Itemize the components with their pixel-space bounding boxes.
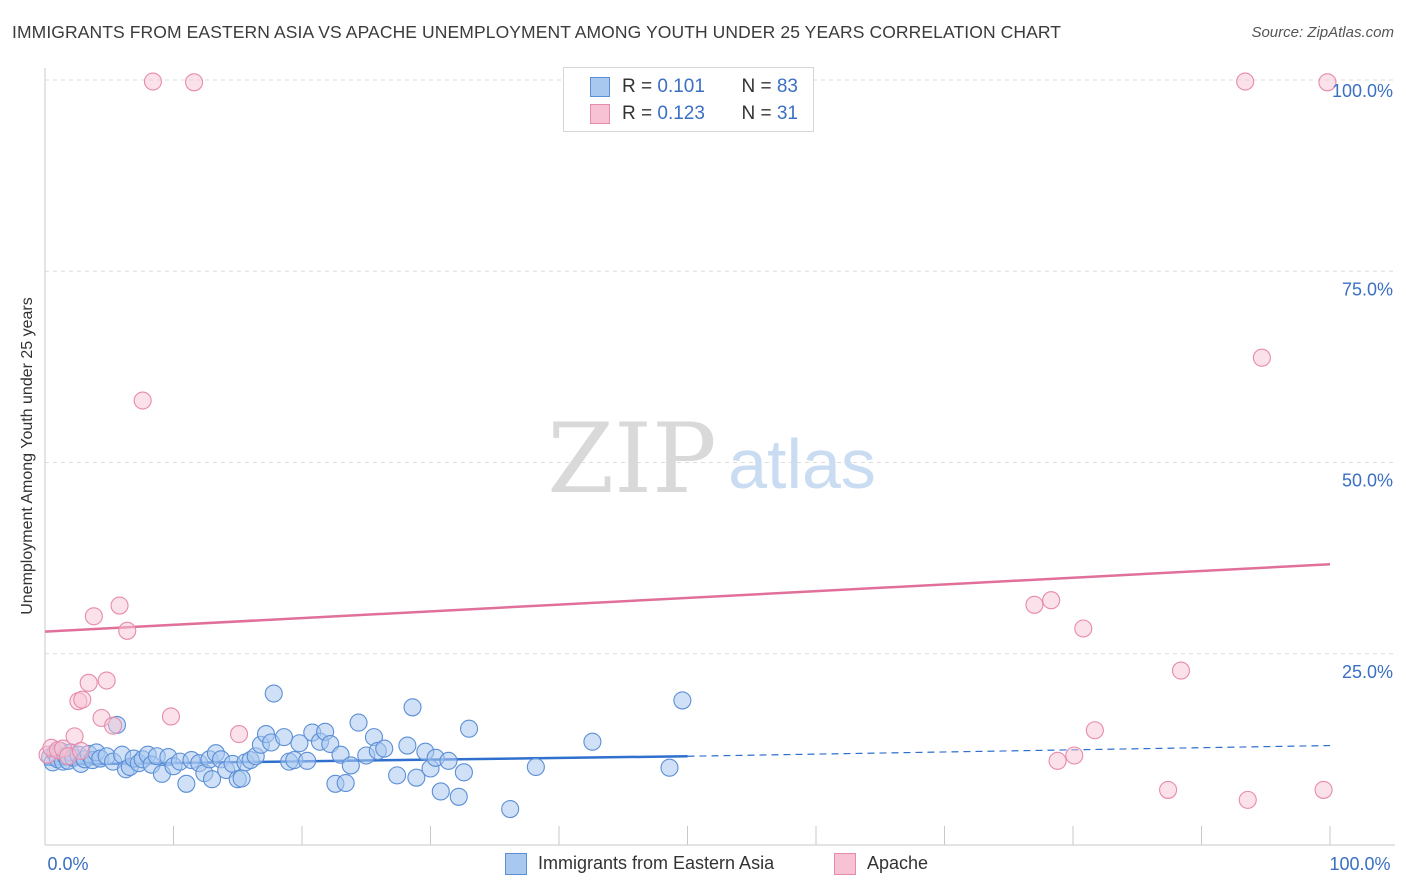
data-point-apache <box>1318 73 1337 92</box>
legend-r-label: R = <box>622 76 658 97</box>
data-point-apache <box>1236 72 1255 91</box>
data-point-immigrants <box>232 769 251 788</box>
data-point-immigrants <box>673 691 692 710</box>
data-point-apache <box>104 716 123 735</box>
data-point-immigrants <box>336 773 355 793</box>
data-point-immigrants <box>403 698 422 717</box>
data-point-immigrants <box>375 739 394 758</box>
data-point-immigrants <box>203 770 222 789</box>
data-point-apache <box>1065 746 1084 765</box>
data-point-apache <box>1048 751 1067 770</box>
data-point-apache <box>1074 619 1093 638</box>
watermark: ZIP atlas <box>547 403 876 515</box>
data-point-immigrants <box>431 782 450 801</box>
data-point-apache <box>1085 721 1104 740</box>
series-immigrants-points <box>41 684 692 819</box>
trend-line-immigrants-extension <box>687 744 1331 757</box>
data-point-apache <box>79 673 98 692</box>
data-point-apache <box>73 690 92 709</box>
y-tick-label: 50.0% <box>1342 471 1393 491</box>
x-tick-label: 100.0% <box>1329 854 1390 874</box>
tick-labels: 25.0% 50.0% 75.0% 100.0% 0.0% 100.0% <box>47 81 1393 874</box>
data-point-immigrants <box>459 719 479 738</box>
watermark-atlas: atlas <box>728 425 876 503</box>
data-point-immigrants <box>349 713 368 732</box>
legend-n-value: 31 <box>776 103 798 124</box>
data-point-apache <box>143 72 162 91</box>
legend-n-label: N = <box>741 103 777 124</box>
data-point-apache <box>185 73 204 92</box>
correlation-legend: R = 0.101 N = 83 R = 0.123 N = 31 <box>563 67 814 132</box>
watermark-zip: ZIP <box>547 403 716 515</box>
data-point-immigrants <box>526 757 545 777</box>
data-point-apache <box>97 671 116 690</box>
data-point-immigrants <box>177 774 196 793</box>
data-point-immigrants <box>439 751 458 770</box>
bottom-legend-swatch-pink <box>834 853 856 875</box>
data-point-apache <box>71 741 91 760</box>
chart-title: IMMIGRANTS FROM EASTERN ASIA VS APACHE U… <box>12 22 1062 42</box>
data-point-apache <box>1314 780 1333 799</box>
gridlines <box>45 79 1395 655</box>
bottom-legend-label: Apache <box>867 853 929 873</box>
y-tick-label: 25.0% <box>1342 662 1393 682</box>
bottom-legend-swatch-blue <box>505 853 527 875</box>
legend-swatch-pink <box>590 104 610 124</box>
data-point-apache <box>118 621 137 640</box>
bottom-legend-label: Immigrants from Eastern Asia <box>538 853 775 873</box>
trend-line-apache <box>44 562 1331 633</box>
data-point-apache <box>84 607 103 626</box>
data-point-immigrants <box>341 756 360 775</box>
data-point-immigrants <box>407 768 426 787</box>
legend-r-label: R = <box>622 103 658 124</box>
data-point-apache <box>229 725 249 744</box>
data-point-immigrants <box>660 758 679 777</box>
data-point-apache <box>1025 595 1044 614</box>
series-apache-points <box>38 72 1337 809</box>
data-point-apache <box>1159 780 1178 799</box>
source-label: Source: ZipAtlas.com <box>1251 24 1394 41</box>
legend-n-label: N = <box>741 76 777 97</box>
data-point-immigrants <box>398 736 417 755</box>
data-point-apache <box>1252 348 1271 367</box>
data-point-immigrants <box>501 799 520 819</box>
data-point-apache <box>161 707 180 726</box>
legend-swatch-blue <box>590 77 610 97</box>
data-point-apache <box>1238 790 1257 809</box>
data-point-immigrants <box>298 751 317 770</box>
x-tick-label: 0.0% <box>47 854 88 874</box>
y-tick-label: 75.0% <box>1342 279 1393 299</box>
data-point-immigrants <box>454 763 473 782</box>
y-tick-label: 100.0% <box>1332 81 1393 101</box>
data-point-immigrants <box>583 732 602 751</box>
legend-n-value: 83 <box>776 76 798 97</box>
data-point-immigrants <box>290 734 309 753</box>
legend-r-value: 0.123 <box>657 103 705 124</box>
data-point-apache <box>110 596 129 615</box>
data-point-apache <box>1171 661 1190 680</box>
data-point-apache <box>1042 591 1061 610</box>
legend-r-value: 0.101 <box>657 76 705 97</box>
axes <box>44 68 1395 846</box>
data-point-immigrants <box>449 787 468 806</box>
data-point-immigrants <box>274 728 294 747</box>
data-point-immigrants <box>264 684 283 703</box>
data-point-immigrants <box>388 766 407 785</box>
data-point-apache <box>133 391 152 410</box>
